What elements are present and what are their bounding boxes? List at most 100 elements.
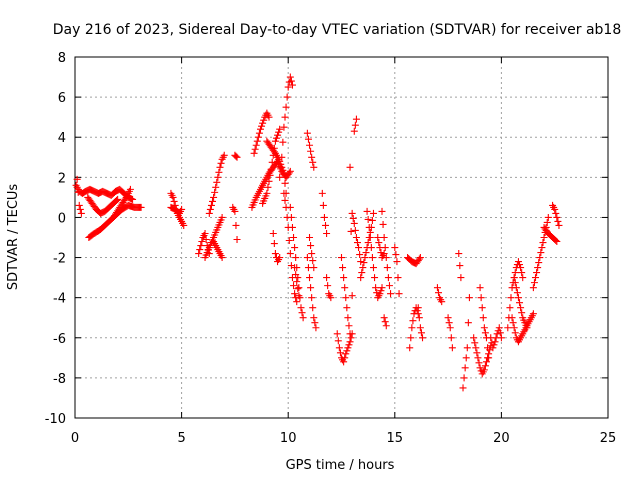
data-points [72,73,563,392]
data-point [310,163,318,171]
series-arc03 [84,193,122,217]
data-point [510,324,518,332]
data-point [477,294,485,302]
data-point [265,177,273,185]
data-point [309,304,317,312]
data-point [365,223,373,231]
data-point [364,215,372,223]
data-point [536,254,544,262]
data-point [538,244,546,252]
series-arc46 [470,334,495,378]
data-point [320,213,328,221]
data-point [369,264,377,272]
data-point [323,274,331,282]
data-point [345,341,353,349]
data-point [270,148,278,156]
data-point [554,217,562,225]
data-point [350,127,358,135]
data-point [217,159,225,167]
data-point [286,167,294,175]
data-point [383,264,391,272]
data-point [362,249,370,257]
data-point [277,163,285,171]
data-point [377,287,385,295]
series-arc22 [291,264,303,300]
data-point [278,153,286,161]
data-point [287,213,295,221]
data-point [446,324,454,332]
data-point [465,294,473,302]
data-point [269,229,277,237]
series-arc36 [378,207,395,298]
data-point [530,279,538,287]
series-arc44 [455,250,465,282]
y-tick-label: -4 [53,292,66,307]
data-point [456,262,464,270]
data-point [413,307,421,315]
series-arc48 [487,324,505,352]
data-point [281,113,289,121]
data-point [553,213,561,221]
series-arc11 [210,238,226,262]
data-point [297,304,305,312]
data-point [327,294,335,302]
y-axis-ticks: -10 -8 -6 -4 -2 0 2 4 6 8 [45,51,608,427]
series-arc18 [276,73,296,181]
data-point [74,188,82,196]
data-point [358,269,366,277]
data-point [472,344,480,352]
data-point [306,141,314,149]
series-arc21 [269,229,284,266]
data-point [213,178,221,186]
data-point [170,197,178,205]
data-point [282,103,290,111]
series-arc10 [205,151,228,217]
data-point [309,158,317,166]
data-point [508,314,516,322]
data-point [392,251,400,259]
data-point [254,133,262,141]
data-point [408,324,416,332]
series-arc51 [510,258,527,282]
data-point [540,234,548,241]
series-arc29 [338,254,354,338]
data-point [275,128,283,136]
data-point [306,234,314,241]
data-point [416,254,424,262]
y-tick-label: -6 [53,332,66,347]
data-point [518,269,526,277]
data-point [299,314,307,322]
data-point [319,201,327,209]
y-tick-label: 8 [58,51,66,66]
series-arc15 [250,109,273,157]
data-point [308,294,316,302]
series-arc37 [380,314,390,330]
data-point [457,274,465,282]
series-arc23 [303,254,320,332]
data-point [346,338,354,346]
data-point [276,254,284,262]
data-point [482,358,490,366]
data-point [409,317,417,325]
data-point [552,209,560,217]
data-point [284,83,292,91]
data-point [504,324,512,332]
data-point [366,234,374,241]
data-point [129,195,137,203]
data-point [374,234,382,241]
data-point [378,284,386,292]
data-point [490,341,498,349]
data-point [368,254,376,262]
data-point [471,339,479,347]
data-point [256,125,264,133]
data-point [357,258,365,266]
data-point [218,213,226,221]
data-point [303,254,311,262]
y-tick-label: 4 [58,131,66,146]
series-arc05 [109,201,145,221]
data-point [347,334,355,342]
data-point [438,298,446,306]
series-arc52 [529,213,552,292]
data-point [233,153,241,161]
